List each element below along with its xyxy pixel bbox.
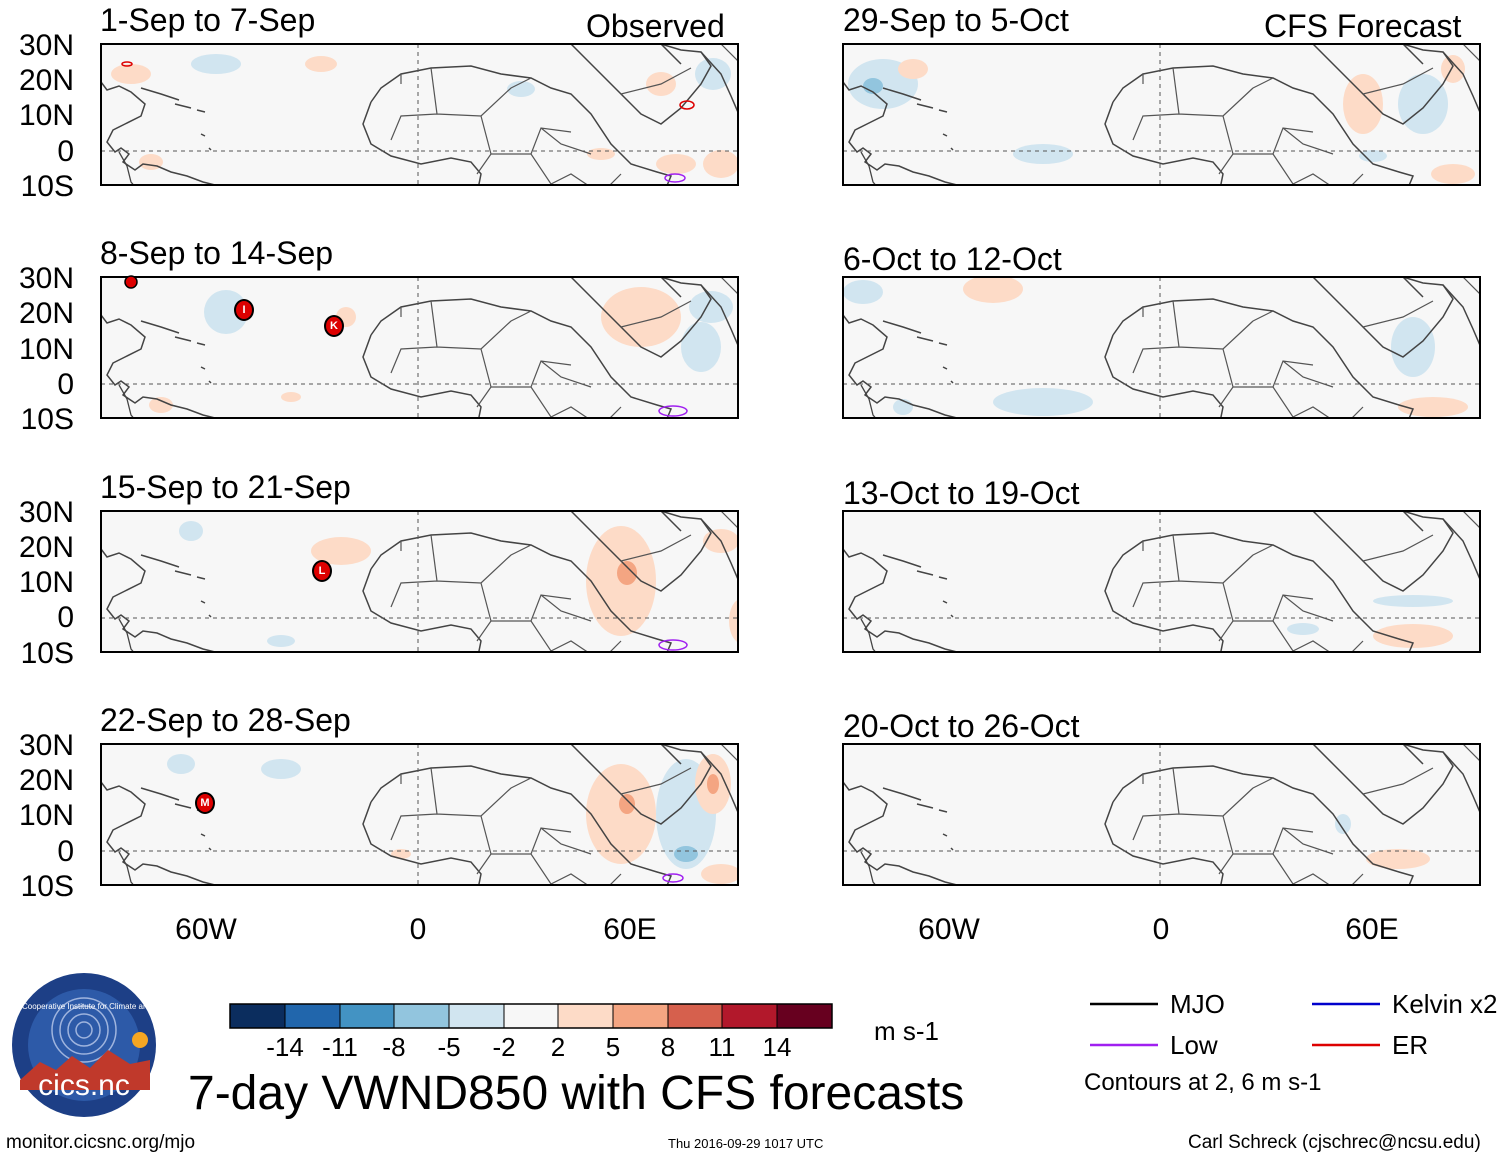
map-panel-fcst-1 [842, 43, 1481, 186]
lon-label-fcst-60e: 60E [1345, 913, 1399, 946]
lat-label: 10N [18, 333, 74, 366]
map-panel-obs-3 [100, 510, 739, 653]
panel-title-obs-1: 1-Sep to 7-Sep [100, 2, 316, 38]
logo-text: cics.nc [38, 1069, 130, 1102]
lat-label: 20N [18, 297, 74, 330]
panel-title-fcst-2: 6-Oct to 12-Oct [843, 241, 1062, 277]
lat-label: 20N [18, 64, 74, 97]
panel-title-obs-4: 22-Sep to 28-Sep [100, 702, 351, 738]
storm-marker-m: M [195, 792, 215, 814]
panel-title-fcst-4: 20-Oct to 26-Oct [843, 708, 1080, 744]
lon-label-obs-60e: 60E [603, 913, 657, 946]
storm-marker-l: L [312, 560, 332, 582]
observed-header: Observed [586, 8, 725, 44]
panel-title-fcst-1: 29-Sep to 5-Oct [843, 2, 1069, 38]
lon-label-fcst-0: 0 [1152, 913, 1170, 946]
map-panel-fcst-3 [842, 510, 1481, 653]
panel-title-obs-2: 8-Sep to 14-Sep [100, 235, 334, 271]
storm-marker-k: K [324, 315, 344, 337]
lat-label: 20N [18, 764, 74, 797]
lat-label: 10S [20, 870, 74, 903]
colorbar-tick: -5 [437, 1032, 461, 1062]
logo-ring-text: Cooperative Institute for Climate and Sa… [22, 1002, 146, 1011]
lat-label: 10N [18, 566, 74, 599]
lat-label: 0 [57, 601, 74, 634]
footer-url[interactable]: monitor.cicsnc.org/mjo [6, 1132, 196, 1153]
contours-note: Contours at 2, 6 m s-1 [1084, 1069, 1322, 1096]
lon-label-obs-0: 0 [409, 913, 427, 946]
colorbar-tick: 11 [708, 1032, 736, 1062]
lat-label: 10N [18, 799, 74, 832]
map-panel-fcst-4 [842, 743, 1481, 886]
map-panel-obs-1 [100, 43, 739, 186]
lat-label: 30N [18, 262, 74, 295]
colorbar-tick: 8 [660, 1032, 676, 1062]
lat-label: 10S [20, 403, 74, 436]
lat-label: 10S [20, 170, 74, 203]
lat-label: 30N [18, 496, 74, 529]
lat-label: 0 [57, 368, 74, 401]
colorbar-tick: 5 [605, 1032, 621, 1062]
lat-label: 10S [20, 637, 74, 670]
forecast-header: CFS Forecast [1264, 8, 1462, 44]
panel-title-obs-3: 15-Sep to 21-Sep [100, 469, 351, 505]
colorbar-tick: -8 [382, 1032, 406, 1062]
footer-timestamp: Thu 2016-09-29 1017 UTC [668, 1136, 824, 1151]
colorbar [229, 1003, 833, 1029]
legend-label-er: ER [1392, 1030, 1429, 1060]
map-panel-fcst-2 [842, 276, 1481, 419]
colorbar-units: m s-1 [874, 1016, 939, 1046]
storm-marker-edge [124, 275, 138, 289]
lat-label: 0 [57, 135, 74, 168]
lat-label: 30N [18, 29, 74, 62]
colorbar-tick: 2 [550, 1032, 566, 1062]
colorbar-tick: 14 [762, 1032, 792, 1062]
lat-label: 10N [18, 99, 74, 132]
colorbar-tick: -2 [492, 1032, 516, 1062]
panel-title-fcst-3: 13-Oct to 19-Oct [843, 475, 1080, 511]
storm-marker-i: I [234, 299, 254, 321]
footer-author: Carl Schreck (cjschrec@ncsu.edu) [1188, 1132, 1481, 1153]
legend-label-mjo: MJO [1170, 989, 1225, 1019]
cics-logo [12, 973, 156, 1117]
colorbar-tick: -14 [266, 1032, 304, 1062]
legend-label-kelvin: Kelvin x2 [1392, 989, 1498, 1019]
lon-label-fcst-60w: 60W [918, 913, 980, 946]
map-panel-obs-2 [100, 276, 739, 419]
lat-label: 0 [57, 835, 74, 868]
colorbar-tick: -11 [322, 1032, 358, 1062]
legend-label-low: Low [1170, 1030, 1218, 1060]
main-title: 7-day VWND850 with CFS forecasts [188, 1067, 965, 1120]
lon-label-obs-60w: 60W [175, 913, 237, 946]
map-panel-obs-4 [100, 743, 739, 886]
lat-label: 20N [18, 531, 74, 564]
lat-label: 30N [18, 729, 74, 762]
